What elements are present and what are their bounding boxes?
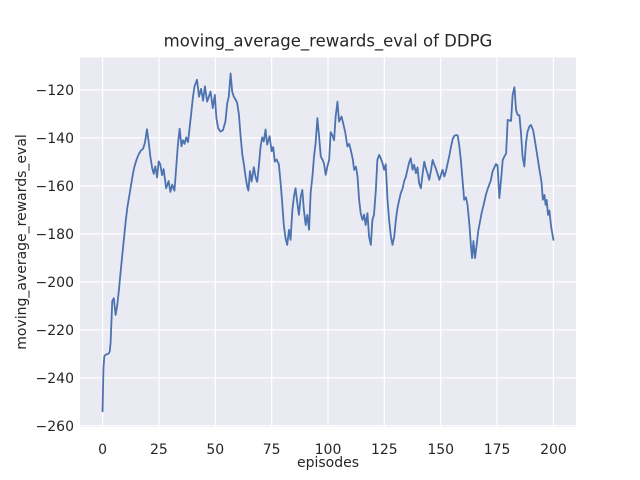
- x-tick-label: 125: [371, 442, 398, 458]
- x-axis-label: episodes: [297, 455, 359, 471]
- y-tick-label: −240: [36, 371, 74, 387]
- x-tick-label: 100: [315, 442, 342, 458]
- series-layer: [101, 72, 555, 413]
- y-tick-label: −120: [36, 83, 74, 99]
- y-axis-label: moving_average_rewards_eval: [14, 134, 30, 350]
- x-tick-label: 75: [263, 442, 281, 458]
- data-line: [101, 72, 555, 413]
- x-tick-label: 0: [98, 442, 107, 458]
- tick-layer: 0 25 50 75 100 125 150 175 200 −120 −140 −160 −180 −2…: [36, 83, 567, 458]
- y-tick-label: −220: [36, 323, 74, 339]
- y-tick-label: −160: [36, 179, 74, 195]
- x-tick-label: 175: [484, 442, 511, 458]
- x-tick-label: 50: [206, 442, 224, 458]
- y-tick-label: −200: [36, 275, 74, 291]
- grid-layer: [80, 57, 576, 427]
- chart-title: moving_average_rewards_eval of DDPG: [164, 32, 493, 52]
- x-tick-label: 150: [427, 442, 454, 458]
- y-tick-label: −260: [36, 419, 74, 435]
- x-tick-label: 25: [150, 442, 168, 458]
- x-tick-label: 200: [540, 442, 567, 458]
- y-tick-label: −180: [36, 227, 74, 243]
- y-tick-label: −140: [36, 131, 74, 147]
